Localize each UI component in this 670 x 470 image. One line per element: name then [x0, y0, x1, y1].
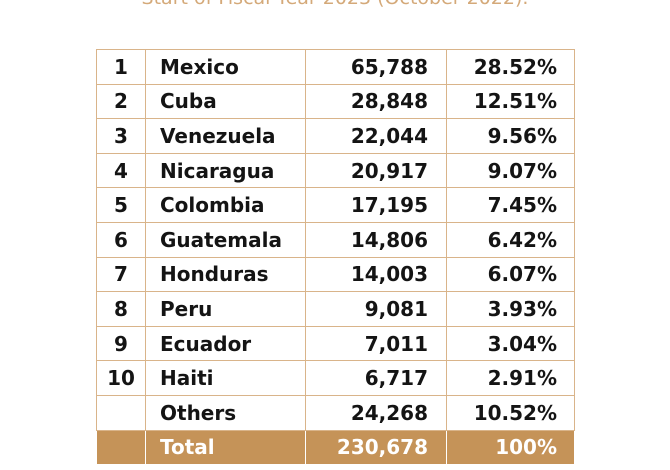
table-row: 6 Guatemala 14,806 6.42% — [96, 221, 575, 258]
table-row: 10 Haiti 6,717 2.91% — [96, 360, 575, 396]
total-percent-cell: 100% — [446, 429, 575, 466]
total-row: Total 230,678 100% — [96, 429, 575, 466]
total-rank-cell — [96, 429, 146, 466]
rank-cell: 3 — [96, 118, 146, 154]
country-cell: Ecuador — [145, 325, 306, 362]
percent-cell: 28.52% — [446, 49, 575, 85]
percent-cell: 9.56% — [446, 118, 575, 154]
country-table: 1 Mexico 65,788 28.52% 2 Cuba 28,848 12.51% 3 Ven… — [96, 49, 575, 466]
rank-cell — [96, 394, 146, 431]
rank-cell: 10 — [96, 360, 146, 396]
count-cell: 22,044 — [305, 118, 447, 154]
rank-cell: 5 — [96, 187, 146, 223]
country-cell: Haiti — [145, 360, 306, 396]
table-row: 4 Nicaragua 20,917 9.07% — [96, 152, 575, 189]
country-cell: Honduras — [145, 256, 306, 293]
table-caption: Start of Fiscal Year 2023 (October 2022)… — [0, 0, 670, 10]
count-cell: 20,917 — [305, 152, 447, 189]
country-cell: Venezuela — [145, 118, 306, 154]
count-cell: 14,806 — [305, 221, 447, 258]
table-row: 1 Mexico 65,788 28.52% — [96, 49, 575, 85]
count-cell: 17,195 — [305, 187, 447, 223]
percent-cell: 9.07% — [446, 152, 575, 189]
country-cell: Peru — [145, 291, 306, 327]
percent-cell: 6.42% — [446, 221, 575, 258]
rank-cell: 1 — [96, 49, 146, 85]
total-count-cell: 230,678 — [305, 429, 447, 466]
country-cell: Cuba — [145, 83, 306, 120]
count-cell: 7,011 — [305, 325, 447, 362]
country-cell: Nicaragua — [145, 152, 306, 189]
table-row: 2 Cuba 28,848 12.51% — [96, 83, 575, 120]
rank-cell: 6 — [96, 221, 146, 258]
percent-cell: 10.52% — [446, 394, 575, 431]
percent-cell: 2.91% — [446, 360, 575, 396]
country-cell: Guatemala — [145, 221, 306, 258]
table-row: Others 24,268 10.52% — [96, 394, 575, 431]
rank-cell: 7 — [96, 256, 146, 293]
rank-cell: 4 — [96, 152, 146, 189]
table-row: 3 Venezuela 22,044 9.56% — [96, 118, 575, 154]
percent-cell: 6.07% — [446, 256, 575, 293]
percent-cell: 7.45% — [446, 187, 575, 223]
count-cell: 65,788 — [305, 49, 447, 85]
country-cell: Colombia — [145, 187, 306, 223]
count-cell: 28,848 — [305, 83, 447, 120]
percent-cell: 12.51% — [446, 83, 575, 120]
table-body: 1 Mexico 65,788 28.52% 2 Cuba 28,848 12.51% 3 Ven… — [96, 49, 575, 466]
count-cell: 6,717 — [305, 360, 447, 396]
count-cell: 9,081 — [305, 291, 447, 327]
total-label-cell: Total — [145, 429, 306, 466]
count-cell: 14,003 — [305, 256, 447, 293]
table-row: 9 Ecuador 7,011 3.04% — [96, 325, 575, 362]
table-row: 5 Colombia 17,195 7.45% — [96, 187, 575, 223]
country-cell: Mexico — [145, 49, 306, 85]
count-cell: 24,268 — [305, 394, 447, 431]
rank-cell: 8 — [96, 291, 146, 327]
rank-cell: 2 — [96, 83, 146, 120]
table-row: 7 Honduras 14,003 6.07% — [96, 256, 575, 293]
country-cell: Others — [145, 394, 306, 431]
percent-cell: 3.93% — [446, 291, 575, 327]
percent-cell: 3.04% — [446, 325, 575, 362]
rank-cell: 9 — [96, 325, 146, 362]
table-row: 8 Peru 9,081 3.93% — [96, 291, 575, 327]
